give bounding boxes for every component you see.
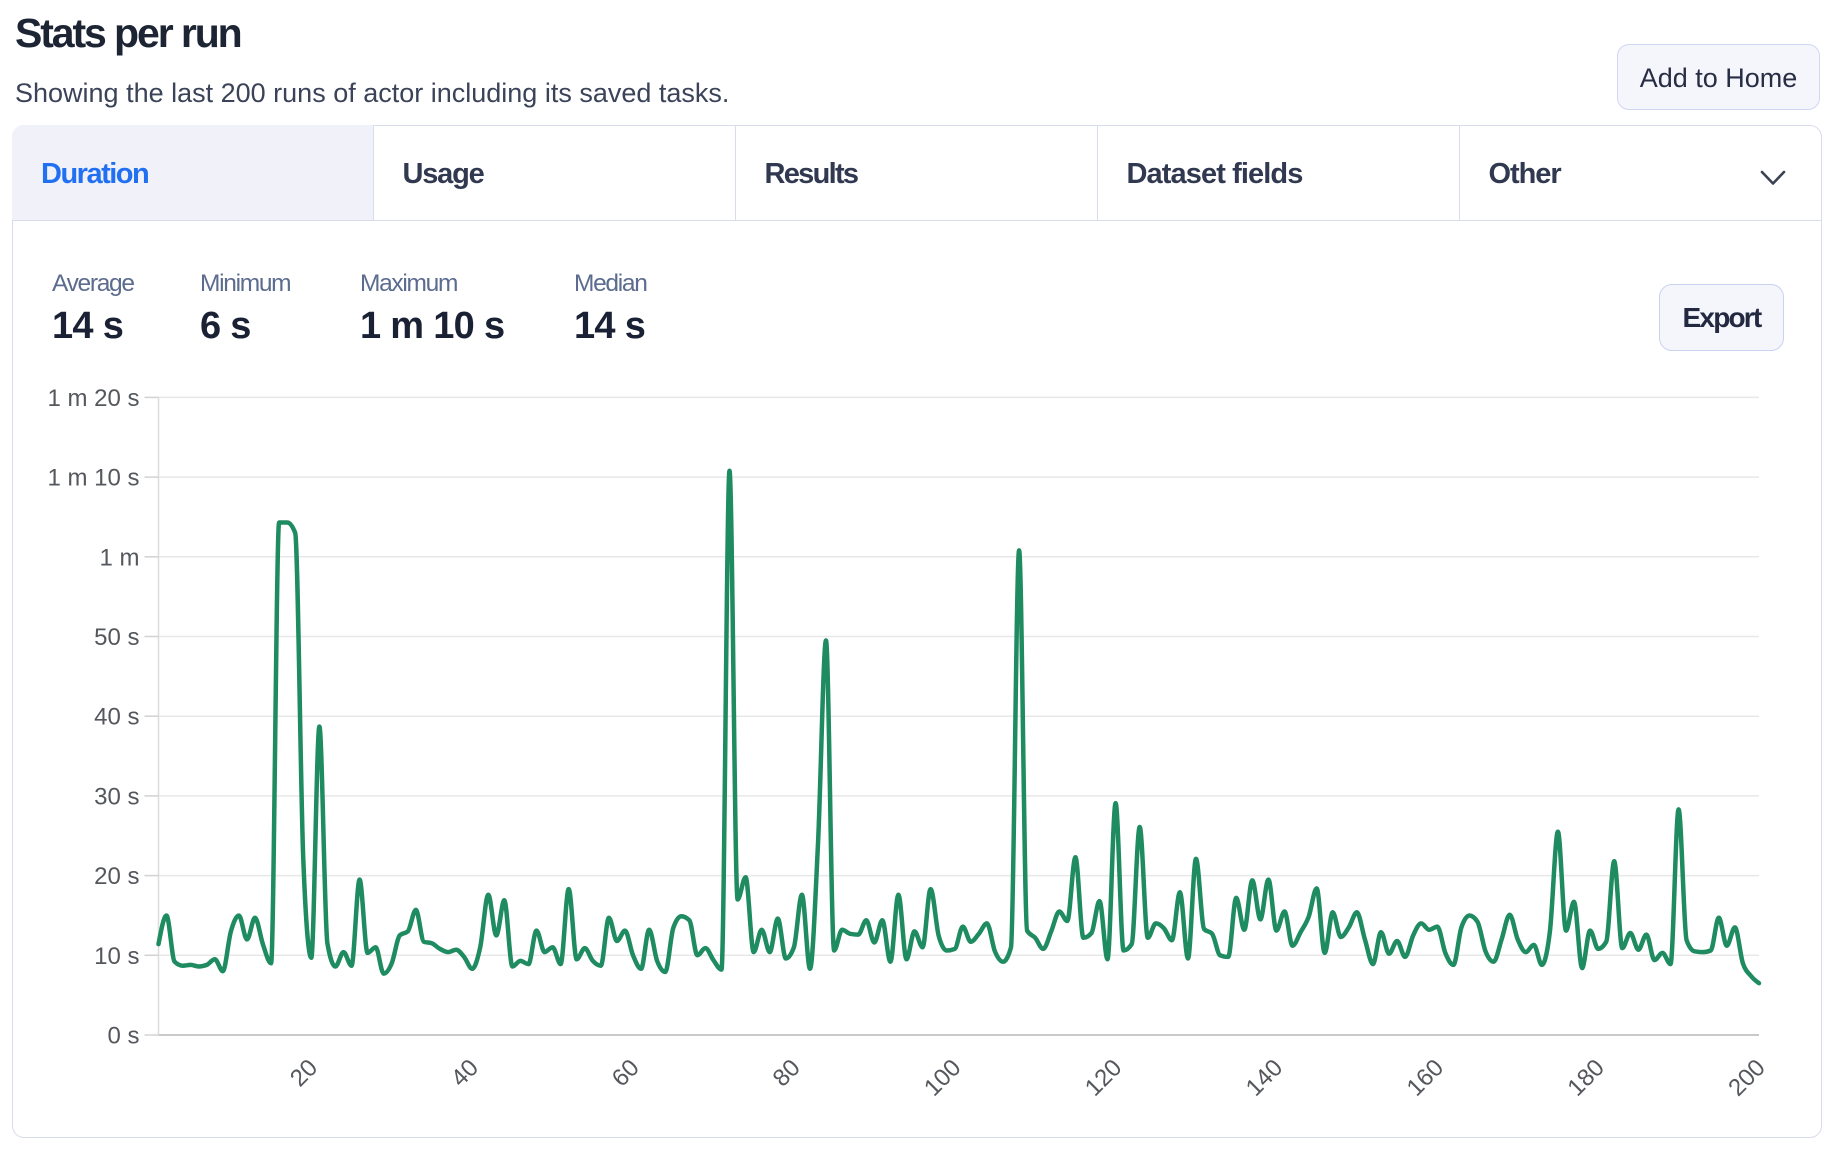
svg-text:0 s: 0 s <box>107 1023 139 1050</box>
svg-text:200: 200 <box>1723 1054 1770 1101</box>
svg-text:30 s: 30 s <box>94 783 139 810</box>
svg-text:40: 40 <box>446 1054 484 1092</box>
svg-text:50 s: 50 s <box>94 624 139 651</box>
svg-text:20: 20 <box>285 1054 323 1092</box>
svg-text:1 m 20 s: 1 m 20 s <box>47 385 139 412</box>
svg-text:20 s: 20 s <box>94 863 139 890</box>
svg-text:60: 60 <box>607 1054 645 1092</box>
svg-text:40 s: 40 s <box>94 704 139 731</box>
svg-text:160: 160 <box>1402 1054 1449 1101</box>
svg-text:180: 180 <box>1562 1054 1609 1101</box>
svg-text:80: 80 <box>768 1054 806 1092</box>
svg-text:100: 100 <box>919 1054 966 1101</box>
svg-text:1 m: 1 m <box>99 544 139 571</box>
svg-text:10 s: 10 s <box>94 943 139 970</box>
svg-text:1 m 10 s: 1 m 10 s <box>47 465 139 492</box>
svg-text:120: 120 <box>1080 1054 1127 1101</box>
svg-text:140: 140 <box>1241 1054 1288 1101</box>
